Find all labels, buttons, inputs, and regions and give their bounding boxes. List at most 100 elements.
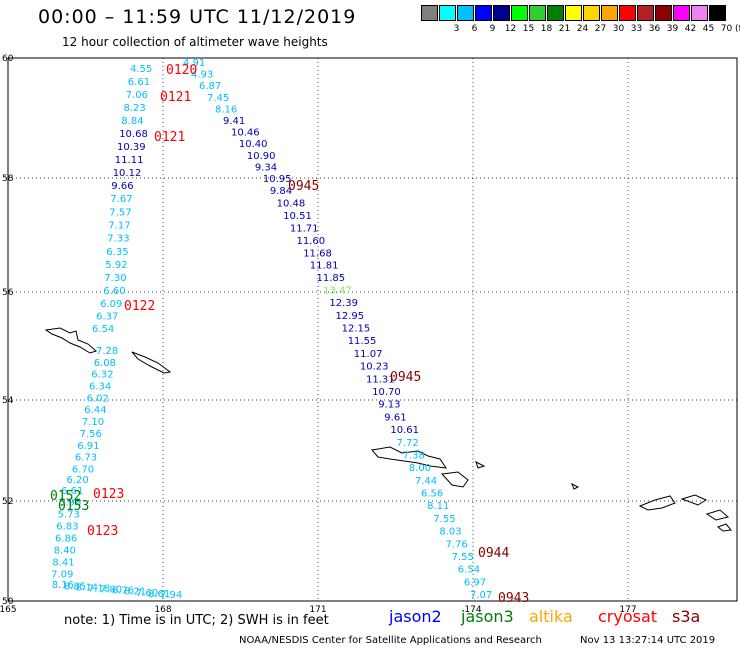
swh-label: 6.09 [100, 299, 122, 310]
swh-label: 8.40 [54, 546, 76, 557]
scale-swatch [565, 5, 582, 21]
swh-label: 11.68 [303, 248, 332, 259]
scale-label: 6 [471, 24, 478, 34]
scale-label: 21 [558, 24, 571, 34]
scale-swatch [583, 5, 600, 21]
scale-label: 39 [666, 24, 679, 34]
lon-tick-label: 165 [0, 605, 17, 615]
time-label: 0945 [288, 179, 319, 194]
scale-swatch [439, 5, 456, 21]
swh-label: 5.73 [58, 510, 80, 521]
swh-label: 6.20 [67, 475, 89, 486]
swh-label: 7.76 [446, 539, 468, 550]
island-far-3 [705, 509, 730, 521]
mission-label: jason3 [461, 607, 514, 626]
swh-label: 10.90 [247, 151, 276, 162]
swh-label: 4.93 [191, 70, 213, 81]
scale-label: 42 [684, 24, 697, 34]
swh-label: 6.54 [458, 565, 480, 576]
mission-label: jason2 [389, 607, 442, 626]
swh-label: 8.84 [121, 116, 143, 127]
swh-label: 7.44 [415, 476, 437, 487]
swh-label: 8.16 [215, 104, 237, 115]
credit-line: NOAA/NESDIS Center for Satellite Applica… [239, 635, 542, 646]
swh-label: 8.16 [52, 580, 74, 591]
footer-note: note: 1) Time is in UTC; 2) SWH is in fe… [64, 613, 329, 628]
swh-label: 6.37 [96, 312, 118, 323]
swh-label: 7.94 [160, 590, 182, 601]
lon-tick-label: 168 [154, 605, 171, 615]
scale-swatch [529, 5, 546, 21]
lat-tick-label: 58 [2, 174, 14, 184]
scale-swatch [601, 5, 618, 21]
swh-label: 6.34 [89, 382, 111, 393]
scale-unit: (ft) [735, 24, 740, 34]
scale-label: 18 [540, 24, 553, 34]
swh-label: 10.40 [239, 139, 268, 150]
swh-label: 11.81 [310, 261, 339, 272]
coastline [44, 327, 732, 532]
lon-tick-label: 171 [309, 605, 326, 615]
scale-label: 12 [504, 24, 517, 34]
swh-label: 6.87 [199, 81, 221, 92]
scale-label: 30 [612, 24, 625, 34]
mission-label: cryosat [598, 607, 658, 626]
swh-label: 7.07 [470, 590, 492, 601]
swh-label: 8.85 [64, 581, 86, 592]
island-far-1 [638, 495, 676, 511]
swh-label: 8.41 [52, 558, 74, 569]
scale-label: 24 [576, 24, 589, 34]
swh-label: 6.83 [56, 522, 78, 533]
scale-label: 33 [630, 24, 643, 34]
swh-label: 7.33 [107, 234, 129, 245]
scale-swatch [421, 5, 438, 21]
island-far-2 [680, 494, 708, 506]
swh-label: 7.17 [108, 221, 130, 232]
swh-label: 8.23 [124, 103, 146, 114]
scale-label: 45 [702, 24, 715, 34]
swh-label: 10.95 [263, 174, 292, 185]
swh-label: 4.55 [130, 64, 152, 75]
swh-label: 10.12 [113, 168, 142, 179]
swh-label: 7.55 [433, 514, 455, 525]
swh-label: 7.45 [207, 93, 229, 104]
island-right-3 [475, 461, 486, 469]
swh-label: 6.97 [464, 577, 486, 588]
graticule: 165 168 171 174 177 60 58 56 54 52 50 [0, 54, 737, 615]
island-right-4 [571, 482, 580, 490]
swh-label: 5.98 [59, 498, 81, 509]
swh-label: 8.14 [76, 582, 98, 593]
swh-label: 7.38 [403, 451, 425, 462]
swh-label: 7.18 [88, 583, 110, 594]
time-label: 0122 [124, 299, 155, 314]
chart-title: 00:00 – 11:59 UTC 11/12/2019 [38, 6, 357, 28]
swh-label: 6.70 [72, 464, 94, 475]
time-label: 0945 [390, 370, 421, 385]
swh-label: 12.15 [342, 324, 371, 335]
lon-tick-label: 174 [464, 605, 481, 615]
swh-label: 12.39 [329, 298, 358, 309]
swh-label: 9.13 [378, 400, 400, 411]
swh-label: 10.51 [283, 211, 312, 222]
swh-label: 11.71 [290, 223, 319, 234]
swh-label: 6.35 [106, 247, 128, 258]
map-frame [7, 57, 738, 602]
scale-swatch [457, 5, 474, 21]
time-label: 0121 [154, 130, 185, 145]
swh-label: 9.41 [223, 116, 245, 127]
swh-label: 6.60 [103, 286, 125, 297]
swh-label: 4.91 [183, 58, 205, 69]
lon-tick-label: 177 [619, 605, 636, 615]
time-label: 0153 [58, 499, 89, 514]
scale-label: 15 [522, 24, 535, 34]
swh-label: 7.09 [51, 570, 73, 581]
scale-swatch [511, 5, 528, 21]
swh-label: 6.91 [77, 441, 99, 452]
swh-label: 7.55 [452, 552, 474, 563]
swh-label: 9.61 [384, 412, 406, 423]
swh-label: 13.47 [323, 286, 352, 297]
swh-label: 10.23 [360, 362, 389, 373]
swh-label: 7.06 [126, 90, 148, 101]
lat-tick-label: 60 [2, 54, 14, 64]
